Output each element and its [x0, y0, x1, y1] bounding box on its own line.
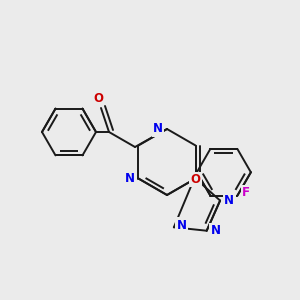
Text: N: N [153, 122, 163, 136]
Text: O: O [93, 92, 103, 104]
Text: O: O [190, 173, 201, 186]
Text: N: N [224, 194, 234, 207]
Text: F: F [242, 186, 250, 199]
Text: N: N [124, 172, 134, 185]
Text: N: N [177, 219, 187, 232]
Text: N: N [211, 224, 221, 237]
